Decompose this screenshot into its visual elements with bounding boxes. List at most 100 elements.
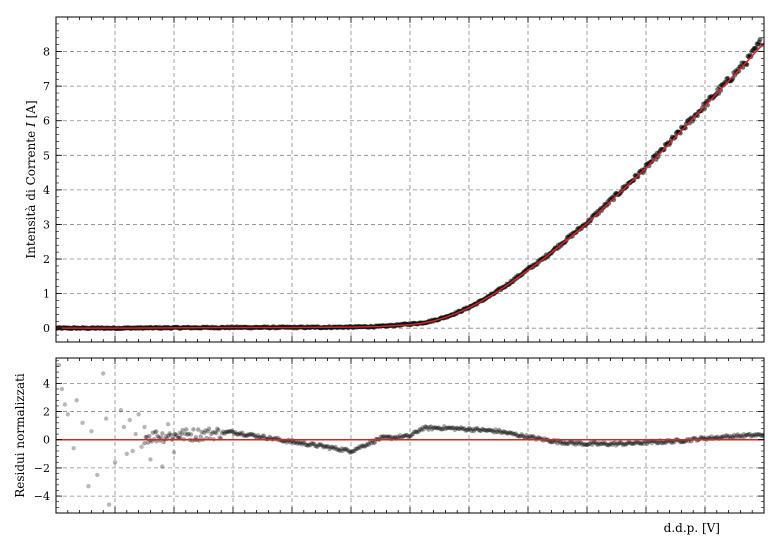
residual-point	[240, 430, 245, 435]
residual-point	[496, 427, 502, 433]
residual-point	[384, 434, 390, 439]
residual-point	[672, 439, 677, 445]
residual-point-scattered	[95, 472, 100, 478]
residual-point	[408, 433, 413, 439]
top-y-tick-label: 4	[43, 184, 50, 197]
top-y-tick-label: 6	[43, 115, 50, 128]
residual-point	[402, 433, 407, 439]
residual-point	[606, 443, 612, 448]
residual-point	[143, 434, 148, 440]
residual-point	[709, 434, 714, 439]
residual-point	[353, 446, 358, 452]
residual-point	[228, 429, 233, 434]
residual-point	[570, 441, 576, 446]
residual-point	[759, 433, 764, 439]
residual-point	[607, 441, 613, 447]
residual-point	[623, 442, 628, 447]
residual-point	[199, 429, 204, 435]
residual-point	[444, 425, 449, 430]
residual-point	[745, 432, 750, 438]
top-y-tick-label: 1	[43, 288, 50, 301]
residual-point	[409, 432, 415, 437]
residual-point	[632, 441, 638, 446]
residual-point	[252, 432, 257, 438]
residual-point	[173, 432, 178, 437]
residual-point	[295, 441, 300, 446]
residual-point	[292, 440, 298, 446]
residual-point-scattered	[112, 460, 118, 465]
residual-point-scattered	[133, 431, 138, 437]
residual-point	[466, 425, 472, 431]
residual-point	[727, 433, 732, 439]
top-y-tick-label: 5	[43, 149, 50, 162]
residual-point	[291, 440, 296, 445]
residual-point	[352, 448, 357, 453]
residual-point	[404, 432, 410, 438]
residual-point	[560, 441, 565, 447]
residual-point	[700, 435, 706, 440]
residual-point	[741, 432, 746, 437]
residual-point-scattered	[118, 407, 124, 413]
residual-point	[330, 445, 336, 450]
residual-point	[514, 433, 520, 438]
residual-point	[624, 441, 629, 446]
top-y-label-symbol: I	[24, 122, 38, 128]
residual-point	[340, 448, 345, 454]
residual-point	[599, 441, 604, 447]
residual-point	[511, 432, 516, 437]
residual-point	[447, 425, 453, 431]
residual-point	[480, 426, 485, 432]
residual-point	[649, 440, 654, 446]
residual-point-scattered	[121, 424, 127, 430]
residual-point	[617, 440, 622, 445]
residual-point	[227, 429, 232, 434]
residual-point-scattered	[171, 450, 177, 455]
residual-point-scattered	[56, 362, 62, 368]
residual-point	[660, 440, 665, 446]
residual-point	[437, 425, 442, 430]
residual-point	[186, 431, 191, 437]
residual-point-scattered	[86, 484, 91, 489]
residual-point	[372, 440, 378, 445]
residual-point	[163, 433, 169, 439]
residual-point	[740, 435, 745, 440]
residual-point	[629, 441, 634, 446]
residual-point	[403, 432, 409, 438]
residual-point	[501, 429, 506, 434]
current-data-point	[635, 174, 641, 180]
residual-point	[531, 434, 536, 439]
residual-point	[476, 427, 481, 433]
residual-point	[429, 427, 435, 432]
residual-point	[355, 446, 361, 451]
residual-point	[628, 440, 633, 446]
residual-point	[680, 439, 686, 445]
residual-point	[305, 443, 311, 448]
residual-point	[618, 440, 623, 445]
residual-point	[229, 428, 234, 433]
residual-point	[333, 444, 338, 450]
residual-point	[222, 431, 227, 436]
residual-point	[587, 441, 592, 446]
residual-point	[156, 435, 162, 440]
residual-point	[184, 427, 189, 432]
residual-point	[724, 433, 730, 438]
residual-point	[142, 441, 147, 446]
residual-point	[605, 442, 610, 448]
residual-point	[464, 427, 469, 433]
residual-point	[723, 433, 728, 438]
residual-point	[465, 427, 471, 432]
residual-point-scattered	[136, 412, 141, 417]
residual-point	[336, 447, 342, 453]
residual-point	[524, 432, 529, 438]
residual-point	[316, 442, 321, 447]
residual-point	[150, 430, 156, 435]
top-y-label-before: Intensità di Corrente	[24, 127, 38, 259]
residual-point	[378, 434, 384, 439]
residual-point	[597, 440, 602, 446]
current-panel: 0 1 2 3 4 5 6 7 8 Intensità di Corrente I [A]	[24, 16, 765, 343]
residual-point	[349, 449, 355, 454]
residual-point	[611, 441, 616, 446]
residual-point	[345, 447, 350, 453]
residual-point	[296, 440, 301, 445]
residual-point	[369, 440, 374, 446]
